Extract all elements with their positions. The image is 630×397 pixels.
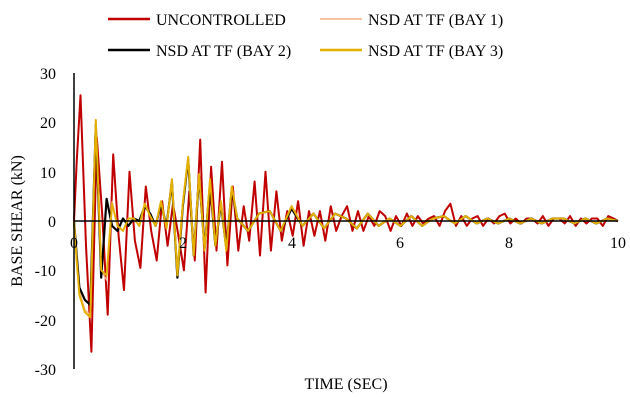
x-tick-label-0: 0 xyxy=(70,235,78,252)
x-tick-label-6: 6 xyxy=(396,235,404,252)
x-axis-title: TIME (SEC) xyxy=(304,376,387,393)
y-tick-label-neg20: -20 xyxy=(35,313,56,330)
x-tick-label-2: 2 xyxy=(179,235,187,252)
legend-label-bay-1: NSD AT TF (BAY 1) xyxy=(368,12,503,29)
legend-label-bay-2: NSD AT TF (BAY 2) xyxy=(156,43,291,60)
x-tick-labels: 0 2 4 6 8 10 xyxy=(70,235,626,252)
x-tick-label-4: 4 xyxy=(288,235,296,252)
y-tick-label-20: 20 xyxy=(40,115,56,132)
y-tick-label-0: 0 xyxy=(48,214,56,231)
legend-item-uncontrolled: UNCONTROLLED xyxy=(108,12,286,29)
y-tick-labels: 30 20 10 0 -10 -20 -30 xyxy=(35,66,56,379)
legend: UNCONTROLLED NSD AT TF (BAY 1) NSD AT TF… xyxy=(108,12,503,60)
series-line-uncontrolled xyxy=(73,94,619,353)
y-axis-title: BASE SHEAR (kN) xyxy=(9,155,26,287)
plot-area xyxy=(72,73,619,369)
y-tick-label-10: 10 xyxy=(40,165,56,182)
series-line-nsd-at-tf-bay-3 xyxy=(73,118,619,319)
x-tick-label-8: 8 xyxy=(505,235,513,252)
legend-item-bay-3: NSD AT TF (BAY 3) xyxy=(320,43,503,60)
x-tick-label-10: 10 xyxy=(610,235,626,252)
series-line-nsd-at-tf-bay-2 xyxy=(72,123,619,306)
y-tick-label-neg30: -30 xyxy=(35,362,56,379)
y-tick-label-30: 30 xyxy=(40,66,56,83)
legend-item-bay-1: NSD AT TF (BAY 1) xyxy=(320,12,503,29)
legend-item-bay-2: NSD AT TF (BAY 2) xyxy=(108,43,291,60)
legend-label-uncontrolled: UNCONTROLLED xyxy=(156,12,286,29)
legend-label-bay-3: NSD AT TF (BAY 3) xyxy=(368,43,503,60)
series-layer xyxy=(72,94,619,353)
y-tick-label-neg10: -10 xyxy=(35,263,56,280)
